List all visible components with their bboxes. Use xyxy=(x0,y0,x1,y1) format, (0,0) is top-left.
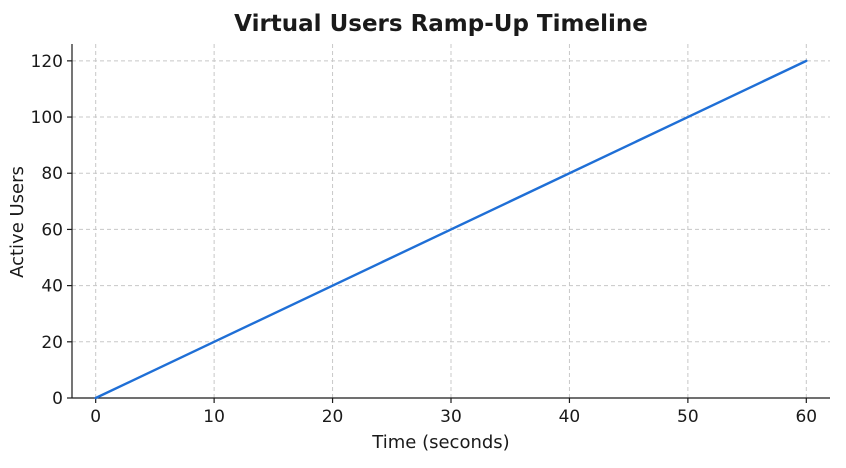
grid-lines xyxy=(72,44,830,399)
y-tick-label: 0 xyxy=(52,389,63,409)
y-axis-label: Active Users xyxy=(7,166,28,278)
x-tick-label: 10 xyxy=(203,407,225,427)
y-tick-label: 120 xyxy=(31,52,63,72)
x-tick-label: 50 xyxy=(677,407,699,427)
y-tick-label: 100 xyxy=(31,108,63,128)
x-tick-label: 20 xyxy=(322,407,344,427)
x-axis-label: Time (seconds) xyxy=(371,432,509,453)
x-tick-label: 30 xyxy=(440,407,462,427)
x-tick-label: 0 xyxy=(90,407,101,427)
chart-title: Virtual Users Ramp-Up Timeline xyxy=(234,11,648,37)
x-axis-ticks: 0 10 20 30 40 50 60 xyxy=(90,398,817,427)
series-group xyxy=(94,59,808,400)
y-tick-label: 60 xyxy=(41,220,63,240)
y-tick-label: 40 xyxy=(41,277,63,297)
y-axis-ticks: 0 20 40 60 80 100 120 xyxy=(31,52,72,409)
series-line xyxy=(94,59,808,400)
y-tick-label: 80 xyxy=(41,164,63,184)
x-tick-label: 40 xyxy=(559,407,581,427)
y-tick-label: 20 xyxy=(41,333,63,353)
x-tick-label: 60 xyxy=(795,407,817,427)
